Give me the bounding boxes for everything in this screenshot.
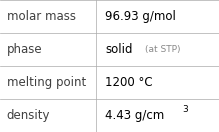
Text: density: density [7, 109, 50, 122]
Text: 3: 3 [183, 105, 188, 114]
Text: 1200 °C: 1200 °C [105, 76, 153, 89]
Text: 96.93 g/mol: 96.93 g/mol [105, 10, 176, 23]
Text: molar mass: molar mass [7, 10, 76, 23]
Text: 4.43 g/cm: 4.43 g/cm [105, 109, 164, 122]
Text: solid: solid [105, 43, 133, 56]
Text: phase: phase [7, 43, 42, 56]
Text: (at STP): (at STP) [145, 45, 180, 54]
Text: melting point: melting point [7, 76, 86, 89]
